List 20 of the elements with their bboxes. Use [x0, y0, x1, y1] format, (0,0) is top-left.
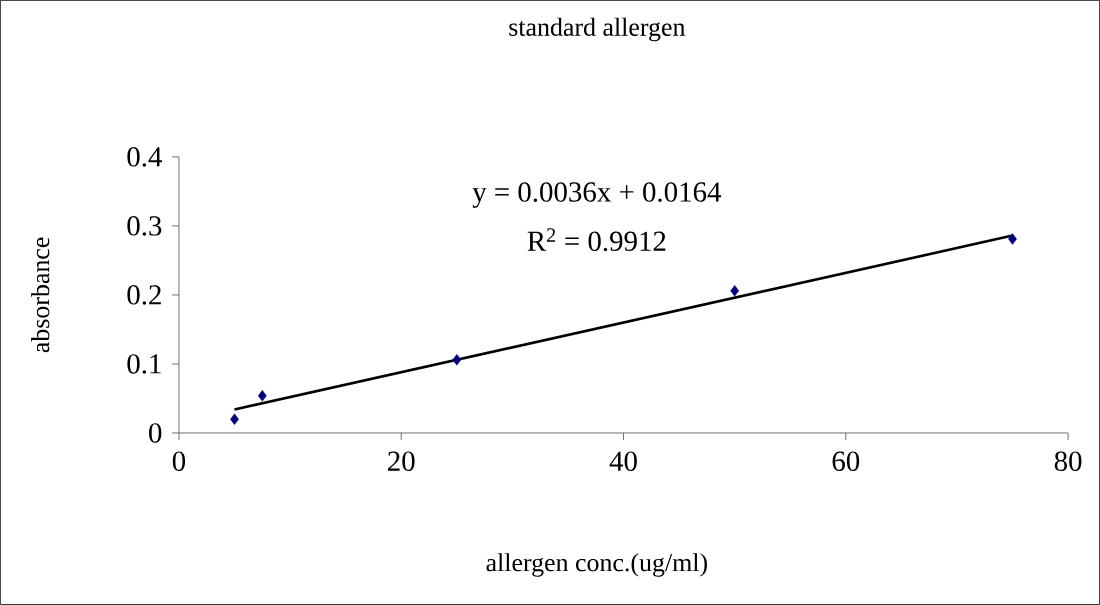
x-axis-title: allergen conc.(ug/ml) [486, 553, 707, 577]
y-tick-label: 0.1 [127, 354, 161, 374]
x-tick-label: 20 [388, 451, 415, 472]
annotation: y = 0.0036x + 0.0164 [472, 182, 722, 208]
x-tick-label: 40 [609, 451, 637, 472]
point [257, 390, 267, 402]
point [1008, 233, 1017, 245]
x-tick-label: 80 [1054, 451, 1082, 472]
x-tick-label: 60 [832, 451, 860, 472]
point [230, 413, 239, 425]
chart-title: standard allergen [509, 17, 686, 42]
y-tick-label: 0.3 [127, 216, 162, 236]
point [730, 285, 739, 297]
y-tick-label: 0.4 [127, 147, 162, 167]
y-tick-label: 0.2 [127, 285, 161, 305]
point [452, 354, 462, 366]
x-tick-label: 0 [172, 451, 186, 472]
y-tick-label: 0 [149, 423, 162, 443]
y-axis-title: absorbance [31, 237, 50, 353]
annotation: R$^{2}$ = 0.9912 [527, 228, 666, 252]
